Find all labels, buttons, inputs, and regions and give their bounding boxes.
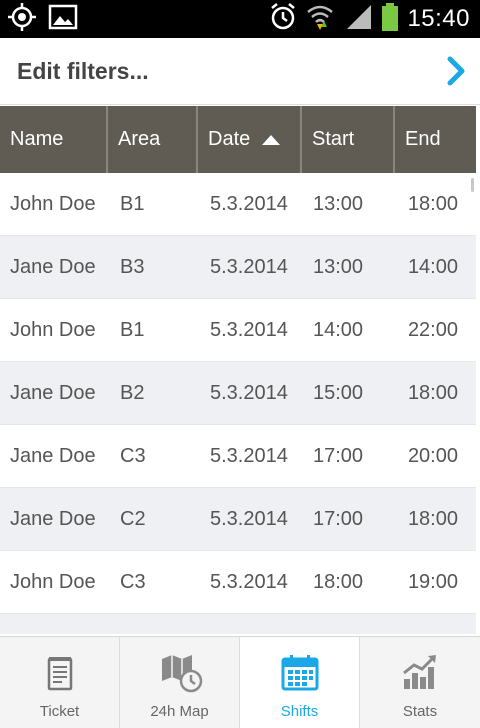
table-row[interactable]: John Doe B1 5.3.2014 13:00 18:00 <box>0 173 476 236</box>
table-row[interactable]: Jane Doe B3 5.3.2014 13:00 14:00 <box>0 236 476 299</box>
cell-name: Jane Doe <box>10 444 96 467</box>
cell-name: Jane Doe <box>10 507 96 530</box>
cell-end-value: 19:00 <box>407 570 458 593</box>
status-bar: 15:40 <box>0 0 480 38</box>
cell-area: C3 <box>120 444 146 467</box>
cell-start: 15:00 <box>313 381 364 404</box>
edit-filters-label: Edit filters... <box>17 57 149 84</box>
cell-area: C2 <box>120 507 146 530</box>
cell-end: 18:00 <box>395 362 476 424</box>
tab-shifts[interactable]: Shifts <box>240 637 360 728</box>
cell-date: 5.3.2014 <box>210 381 288 404</box>
column-header-label: Name <box>10 128 64 150</box>
cell-name: John Doe <box>10 192 96 215</box>
column-header-label: End <box>405 128 441 150</box>
cell-name: John Doe <box>10 318 96 341</box>
table-scrollbar[interactable] <box>471 178 474 192</box>
gps-icon <box>6 1 38 38</box>
tab-label: Shifts <box>280 703 319 720</box>
column-header-label: Area <box>118 128 161 150</box>
cell-area: B1 <box>120 318 145 341</box>
tab-stats[interactable]: Stats <box>360 637 480 728</box>
cell-end-value: 18:00 <box>407 507 458 530</box>
tab-label: Stats <box>402 703 438 720</box>
table-row[interactable]: Jane Doe B2 5.3.2014 15:00 18:00 <box>0 362 476 425</box>
cell-end-value: 18:00 <box>407 381 458 404</box>
clock-time: 15:40 <box>407 5 470 32</box>
column-header-name[interactable]: Name <box>0 106 108 173</box>
cell-end: 22:00 <box>395 299 476 361</box>
cell-name: John Doe <box>10 570 96 593</box>
stats-chart-icon <box>400 653 440 693</box>
cell-date: 5.3.2014 <box>210 507 288 530</box>
tab-label: Ticket <box>39 703 80 720</box>
cell-end: 14:00 <box>395 236 476 298</box>
cell-name: Jane Doe <box>10 381 96 404</box>
column-header-label: Date <box>208 128 251 150</box>
tab-label: 24h Map <box>150 703 209 720</box>
cell-end: 18:00 <box>395 173 476 235</box>
cell-area: B3 <box>120 255 145 278</box>
cell-area: B2 <box>120 381 145 404</box>
alarm-icon <box>269 2 297 37</box>
tab-ticket[interactable]: Ticket <box>0 637 120 728</box>
cell-start: 17:00 <box>313 444 364 467</box>
map-clock-icon <box>160 653 202 693</box>
table-row-partial[interactable] <box>0 614 476 634</box>
cell-start: 13:00 <box>313 192 364 215</box>
column-header-date[interactable]: Date <box>198 106 302 173</box>
table-row[interactable]: John Doe B1 5.3.2014 14:00 22:00 <box>0 299 476 362</box>
column-header-label: Start <box>312 128 355 150</box>
shifts-table[interactable]: John Doe B1 5.3.2014 13:00 18:00 Jane Do… <box>0 173 476 636</box>
cell-start: 13:00 <box>313 255 364 278</box>
cell-end-value: 20:00 <box>407 444 458 467</box>
column-header-start[interactable]: Start <box>302 106 395 173</box>
calendar-icon <box>280 653 320 693</box>
wifi-icon <box>305 2 335 37</box>
table-row[interactable]: Jane Doe C2 5.3.2014 17:00 18:00 <box>0 488 476 551</box>
sort-ascending-icon <box>262 134 281 145</box>
cell-date: 5.3.2014 <box>210 192 288 215</box>
chevron-right-icon[interactable] <box>442 54 470 88</box>
cell-date: 5.3.2014 <box>210 318 288 341</box>
cell-start: 14:00 <box>313 318 364 341</box>
ticket-icon <box>40 653 80 693</box>
cell-end: 19:00 <box>395 551 476 613</box>
column-header-area[interactable]: Area <box>108 106 198 173</box>
battery-icon <box>381 2 399 37</box>
cell-name: Jane Doe <box>10 255 96 278</box>
cell-start: 17:00 <box>313 507 364 530</box>
tab-24h-map[interactable]: 24h Map <box>120 637 240 728</box>
table-header: Name Area Date Start End <box>0 106 476 173</box>
edit-filters-bar[interactable]: Edit filters... <box>0 38 480 105</box>
column-header-end[interactable]: End <box>395 106 476 173</box>
cell-start: 18:00 <box>313 570 364 593</box>
cell-area: B1 <box>120 192 145 215</box>
cell-area: C3 <box>120 570 146 593</box>
cell-end: 18:00 <box>395 488 476 550</box>
table-row[interactable]: Jane Doe C3 5.3.2014 17:00 20:00 <box>0 425 476 488</box>
cell-end: 20:00 <box>395 425 476 487</box>
bottom-tab-bar: Ticket 24h Map <box>0 636 480 728</box>
table-row[interactable]: John Doe C3 5.3.2014 18:00 19:00 <box>0 551 476 614</box>
cell-end-value: 14:00 <box>407 255 458 278</box>
cell-date: 5.3.2014 <box>210 570 288 593</box>
cell-end-value: 18:00 <box>407 192 458 215</box>
cell-date: 5.3.2014 <box>210 255 288 278</box>
image-icon <box>48 3 78 36</box>
cell-end-value: 22:00 <box>407 318 458 341</box>
signal-icon <box>343 3 373 36</box>
cell-date: 5.3.2014 <box>210 444 288 467</box>
